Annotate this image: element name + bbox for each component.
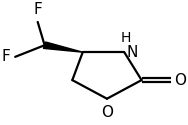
Text: F: F — [33, 2, 42, 17]
Text: O: O — [174, 73, 186, 88]
Polygon shape — [43, 42, 83, 52]
Text: N: N — [126, 45, 137, 60]
Text: H: H — [121, 31, 131, 45]
Text: O: O — [101, 104, 113, 120]
Text: F: F — [1, 49, 10, 64]
